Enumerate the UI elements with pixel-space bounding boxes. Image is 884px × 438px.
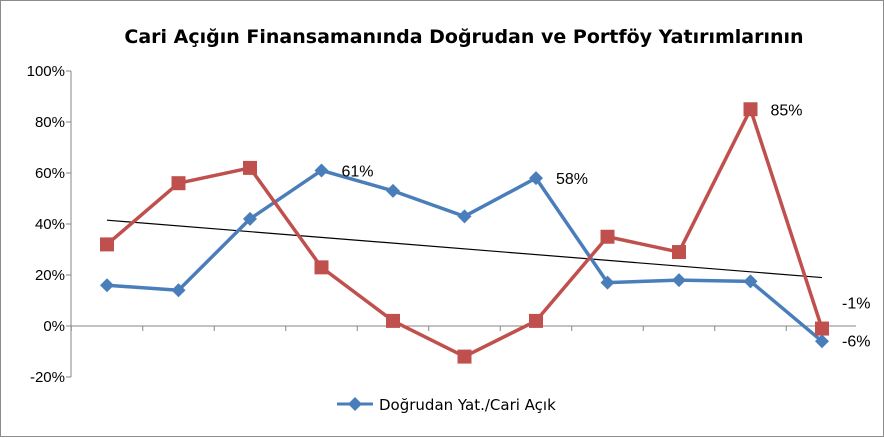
data-point-diamond xyxy=(743,274,758,289)
y-tick-label: -20% xyxy=(30,369,65,386)
data-point-diamond xyxy=(815,334,829,349)
data-point-square xyxy=(600,229,615,244)
series-group xyxy=(100,102,829,364)
data-labels-group: 61% 58% 85% -1% -6% xyxy=(342,102,871,350)
data-label: -1% xyxy=(842,296,870,313)
legend-entry: Doğrudan Yat./Cari Açık xyxy=(379,396,556,414)
axes: 100% 80% 60% 40% 20% 0% -20% xyxy=(27,63,856,386)
data-label: -6% xyxy=(842,333,870,350)
data-label: 61% xyxy=(342,163,374,180)
series-line-0 xyxy=(106,168,824,343)
y-tick-label: 60% xyxy=(35,165,65,182)
data-point-diamond xyxy=(457,209,472,224)
legend: Doğrudan Yat./Cari Açık xyxy=(337,396,556,414)
y-tick-label: 40% xyxy=(35,216,65,233)
y-tick-label: 0% xyxy=(43,318,65,335)
data-point-diamond xyxy=(600,275,615,290)
data-point-square xyxy=(171,176,186,191)
data-point-diamond xyxy=(314,163,329,178)
data-point-square xyxy=(243,160,257,175)
data-point-diamond xyxy=(672,273,686,288)
data-point-square xyxy=(457,349,472,364)
data-point-diamond xyxy=(100,278,114,293)
y-tick-label: 20% xyxy=(35,267,65,284)
chart-title: Cari Açığın Finansamanında Doğrudan ve P… xyxy=(124,26,803,48)
legend-diamond-marker xyxy=(348,397,362,411)
data-point-diamond xyxy=(243,211,257,226)
data-point-square xyxy=(386,313,400,328)
data-point-square xyxy=(743,102,758,117)
trendline-group xyxy=(106,219,823,279)
data-point-square xyxy=(815,321,829,336)
series-line-1 xyxy=(105,107,824,359)
data-point-square xyxy=(100,237,114,252)
data-label: 85% xyxy=(771,102,803,119)
data-point-diamond xyxy=(171,283,186,298)
data-label: 58% xyxy=(556,171,588,188)
data-point-square xyxy=(529,313,543,328)
trendline xyxy=(106,219,823,279)
y-tick-label: 100% xyxy=(27,63,65,80)
y-tick-label: 80% xyxy=(35,114,65,131)
data-point-square xyxy=(672,245,686,260)
data-point-diamond xyxy=(529,171,543,186)
data-point-diamond xyxy=(386,183,400,198)
data-point-square xyxy=(314,260,329,275)
